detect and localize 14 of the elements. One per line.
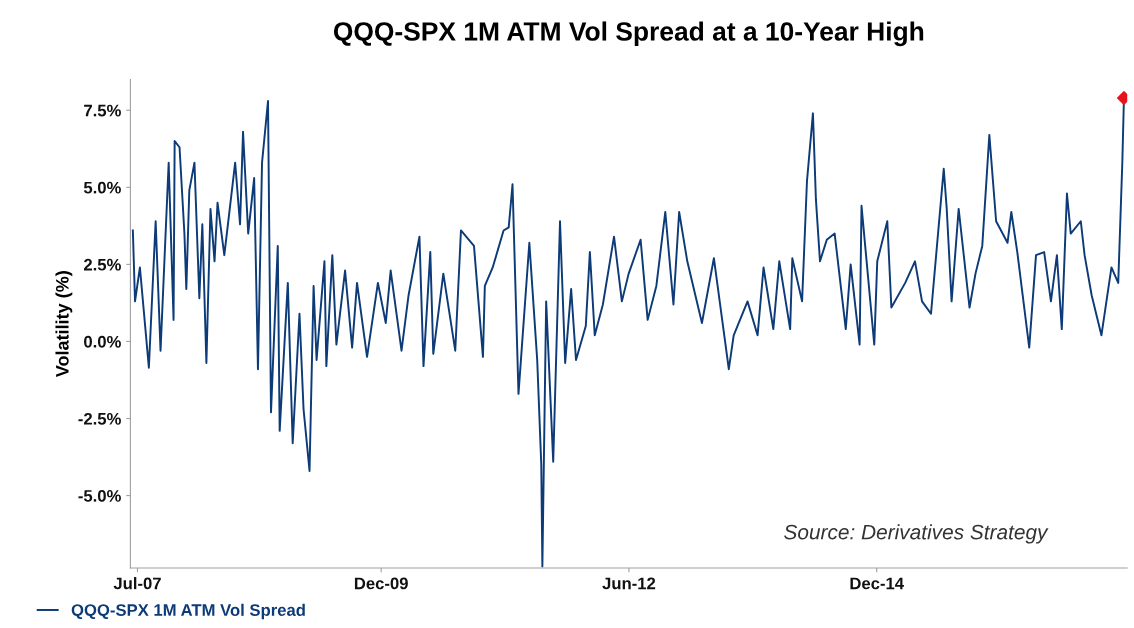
y-axis-title: Volatility (%): [55, 271, 73, 378]
chart-title: QQQ-SPX 1M ATM Vol Spread at a 10-Year High: [333, 21, 924, 47]
y-tick-label: 0.0%: [84, 335, 121, 348]
x-tick-label: Jul-07: [113, 577, 161, 590]
x-tick-label: Jun-12: [602, 577, 656, 590]
y-tick-label: -2.5%: [78, 412, 121, 425]
x-tick-label: Dec-14: [850, 577, 904, 590]
x-tick-label: Dec-09: [354, 577, 408, 590]
y-tick-label: 5.0%: [83, 181, 121, 194]
y-tick-label: -5.0%: [78, 489, 121, 502]
y-tick-label: 2.5%: [83, 258, 121, 271]
annotation: Source: Derivatives Strategy: [784, 524, 1049, 544]
y-tick-label: 7.5%: [84, 104, 121, 117]
legend-label: QQQ-SPX 1M ATM Vol Spread: [71, 603, 305, 620]
